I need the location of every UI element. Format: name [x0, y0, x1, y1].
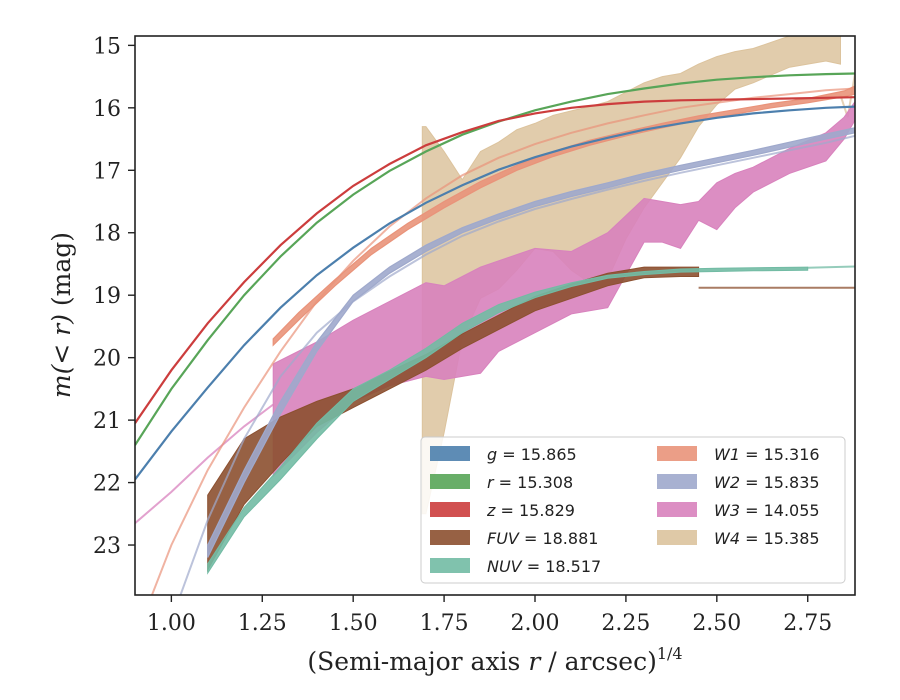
y-tick-label: 22 [93, 472, 121, 497]
x-tick-label: 1.00 [147, 611, 196, 636]
x-tick-label: 2.75 [783, 611, 832, 636]
legend-label: r = 15.308 [487, 473, 573, 492]
series-nuv [207, 265, 855, 575]
x-tick-label: 2.00 [511, 611, 560, 636]
x-tick-label: 1.50 [329, 611, 378, 636]
legend-label: W3 = 14.055 [714, 501, 820, 520]
series-g-line [135, 105, 855, 481]
legend-label: g = 15.865 [487, 445, 577, 464]
legend-item-z: z = 15.829 [430, 501, 575, 520]
x-axis-label-main: (Semi-major axis [307, 647, 528, 676]
legend-item-nuv: NUV = 18.517 [430, 557, 601, 576]
x-tick-label: 1.25 [238, 611, 287, 636]
series-w2-band [207, 127, 855, 558]
tick-layer: 1.00 1.25 1.50 1.75 2.00 2.25 2.50 2.75 15 16 17 18… [93, 34, 832, 636]
y-tick-label: 19 [93, 284, 121, 309]
plot-frame [134, 35, 856, 596]
y-tick-label: 16 [93, 97, 121, 122]
legend-swatch [657, 530, 697, 545]
y-tick-label: 15 [93, 34, 121, 59]
legend-swatch [430, 530, 470, 545]
legend-swatch [430, 502, 470, 517]
series-w3-tail [135, 403, 274, 524]
series-w1-band [272, 85, 855, 347]
series-layer [135, 36, 855, 595]
legend-swatch [657, 474, 697, 489]
y-tick-label: 23 [93, 534, 121, 559]
legend-item-g: g = 15.865 [430, 445, 577, 464]
series-g [135, 105, 855, 481]
legend-label: NUV = 18.517 [487, 557, 601, 576]
x-axis-label: (Semi-major axis r / arcsec)1/4 [307, 644, 682, 676]
y-axis-label-unit: (mag) [47, 232, 76, 314]
series-w2-line [179, 134, 855, 595]
legend-label: W4 = 15.385 [714, 529, 820, 548]
y-tick-label: 20 [93, 347, 121, 372]
series-z-line [135, 96, 855, 424]
legend-swatch [657, 446, 697, 461]
y-axis-label-main: m(< r) [47, 314, 76, 398]
y-tick-label: 17 [93, 159, 121, 184]
y-tick-label: 18 [93, 222, 121, 247]
legend-item-w4: W4 = 15.385 [657, 529, 820, 548]
legend-swatch [430, 474, 470, 489]
legend-label: z = 15.829 [486, 501, 575, 520]
legend-item-fuv: FUV = 18.881 [430, 529, 598, 548]
x-tick-label: 2.25 [601, 611, 650, 636]
legend-item-r: r = 15.308 [430, 473, 573, 492]
x-axis-label-exponent: 1/4 [657, 644, 683, 663]
legend-swatch [657, 502, 697, 517]
legend-item-w2: W2 = 15.835 [657, 473, 820, 492]
y-axis-label: m(< r) (mag) [47, 232, 76, 398]
legend-label: W2 = 15.835 [714, 473, 820, 492]
legend: g = 15.865 r = 15.308 z = 15.829 FUV = 18.8… [420, 436, 846, 584]
series-nuv-tail [807, 265, 855, 269]
series-z [135, 96, 855, 424]
x-tick-label: 1.75 [420, 611, 469, 636]
x-axis-label-var: r [528, 647, 542, 676]
x-axis-label-tail: / arcsec) [540, 647, 657, 676]
x-tick-label: 2.50 [692, 611, 741, 636]
legend-swatch [430, 446, 470, 461]
legend-label: W1 = 15.316 [714, 445, 820, 464]
legend-item-w3: W3 = 14.055 [657, 501, 820, 520]
legend-box [420, 436, 846, 584]
legend-item-w1: W1 = 15.316 [657, 445, 820, 464]
legend-label: FUV = 18.881 [487, 529, 598, 548]
y-tick-label: 21 [93, 409, 121, 434]
series-w2 [179, 127, 855, 595]
legend-swatch [430, 558, 470, 573]
